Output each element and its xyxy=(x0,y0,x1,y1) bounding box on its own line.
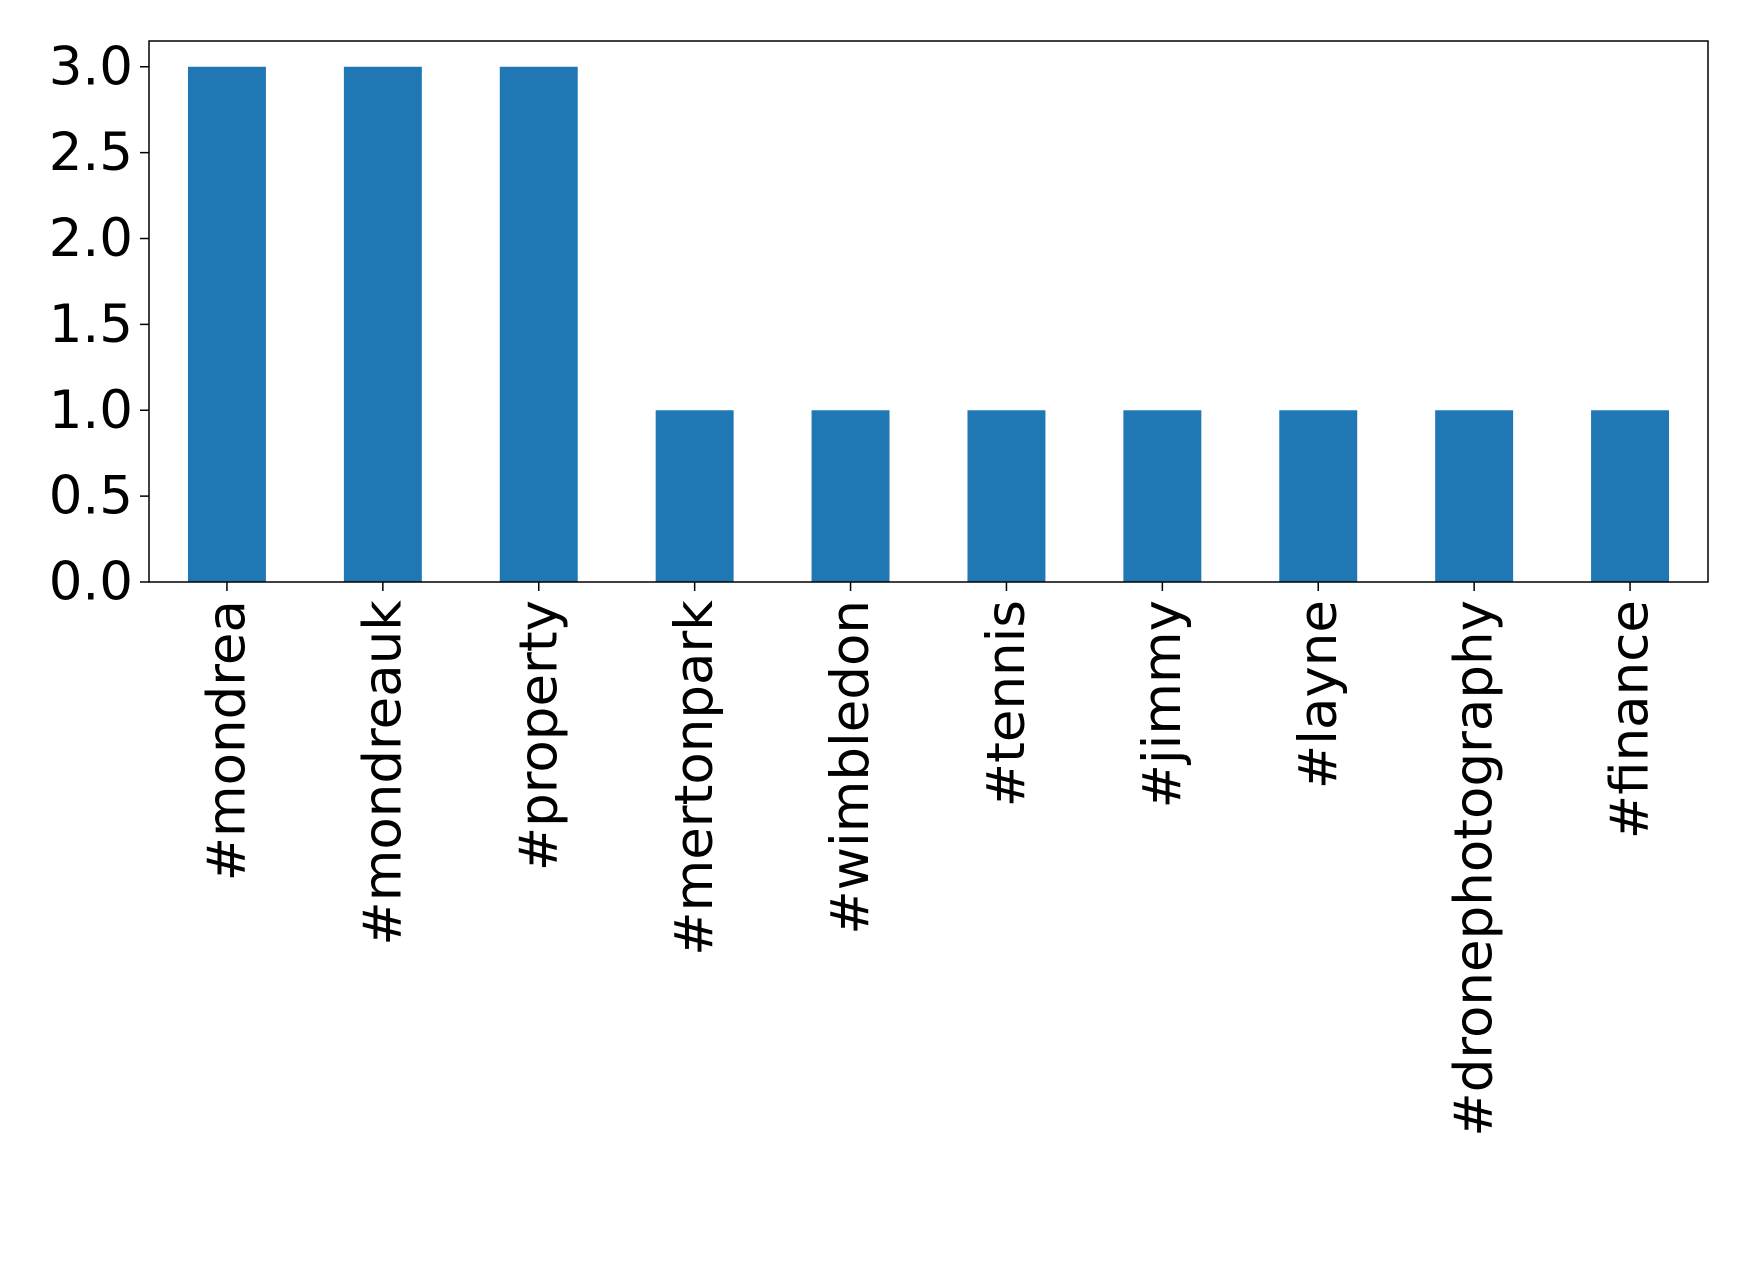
bar xyxy=(187,66,266,582)
x-tick-label: #finance xyxy=(1600,600,1661,839)
y-tick-label: 0.0 xyxy=(49,552,133,613)
x-tick-label: #mondreauk xyxy=(352,600,413,946)
x-tick-label: #layne xyxy=(1288,600,1349,789)
bar xyxy=(967,410,1046,582)
x-tick-label: #wimbledon xyxy=(820,600,881,935)
x-tick-label: #jimmy xyxy=(1132,600,1193,808)
y-tick-label: 1.5 xyxy=(49,294,133,355)
bar xyxy=(343,66,422,582)
bar xyxy=(499,66,578,582)
y-tick-label: 3.0 xyxy=(49,36,133,97)
x-tick-label: #property xyxy=(508,600,569,871)
y-tick-label: 1.0 xyxy=(49,380,133,441)
x-tick-label: #mertonpark xyxy=(664,600,725,956)
bar xyxy=(1279,410,1358,582)
y-tick-label: 0.5 xyxy=(49,466,133,527)
bar xyxy=(811,410,890,582)
y-tick-label: 2.0 xyxy=(49,208,133,269)
bar xyxy=(655,410,734,582)
x-tick-label: #tennis xyxy=(976,600,1037,807)
bar xyxy=(1435,410,1514,582)
x-tick-label: #dronephotography xyxy=(1444,600,1505,1137)
x-tick-label: #mondrea xyxy=(196,600,257,881)
bar xyxy=(1591,410,1670,582)
bar xyxy=(1123,410,1202,582)
plot-frame xyxy=(148,40,1709,583)
y-tick-label: 2.5 xyxy=(49,122,133,183)
